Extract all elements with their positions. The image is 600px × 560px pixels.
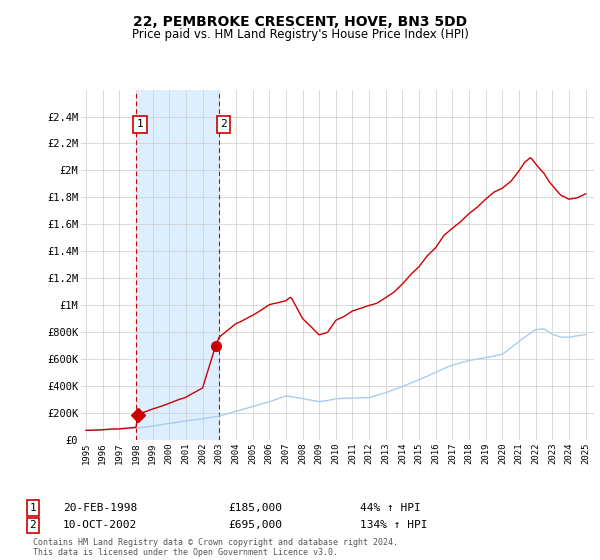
Text: 1: 1 <box>137 119 143 129</box>
Text: £695,000: £695,000 <box>228 520 282 530</box>
Text: 44% ↑ HPI: 44% ↑ HPI <box>360 503 421 513</box>
Text: 2: 2 <box>29 520 37 530</box>
Text: 20-FEB-1998: 20-FEB-1998 <box>63 503 137 513</box>
Text: 134% ↑ HPI: 134% ↑ HPI <box>360 520 427 530</box>
Text: 22, PEMBROKE CRESCENT, HOVE, BN3 5DD: 22, PEMBROKE CRESCENT, HOVE, BN3 5DD <box>133 15 467 29</box>
Text: 1: 1 <box>29 503 37 513</box>
Text: Contains HM Land Registry data © Crown copyright and database right 2024.
This d: Contains HM Land Registry data © Crown c… <box>33 538 398 557</box>
Bar <box>136 90 219 440</box>
Text: Price paid vs. HM Land Registry's House Price Index (HPI): Price paid vs. HM Land Registry's House … <box>131 28 469 41</box>
Text: £185,000: £185,000 <box>228 503 282 513</box>
Text: 2: 2 <box>220 119 227 129</box>
Text: 10-OCT-2002: 10-OCT-2002 <box>63 520 137 530</box>
